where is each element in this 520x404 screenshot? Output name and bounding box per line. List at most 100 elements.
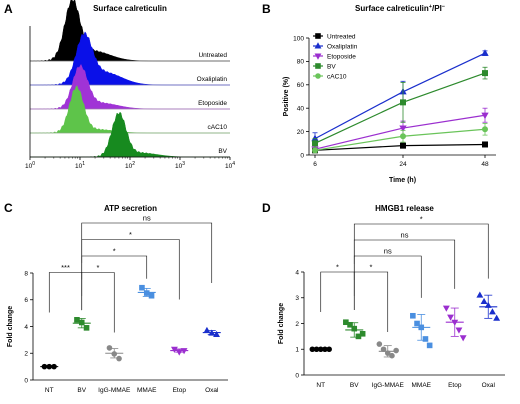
x-tick-label: Oxal [482, 382, 496, 389]
legend-label: Untreated [327, 33, 356, 40]
x-tick-label: NT [316, 382, 325, 389]
y-tick-label: 3 [295, 295, 299, 302]
data-point-mmae [422, 336, 429, 342]
data-point-mmae [139, 284, 145, 291]
y-axis-label: Fold change [278, 303, 285, 344]
x-tick-label: 24 [399, 161, 407, 168]
y-tick-label: 100 [293, 35, 304, 42]
data-point-bv [78, 319, 85, 326]
histogram-label-untreated: Untreated [198, 52, 227, 59]
data-point-bv [83, 325, 90, 331]
data-point-etop [171, 346, 178, 353]
histogram-label-cac10: cAC10 [207, 124, 227, 131]
significance-bracket [353, 223, 489, 279]
histogram-bv-area [30, 111, 230, 158]
data-point-etop [447, 314, 454, 321]
legend-marker [314, 53, 322, 60]
data-point-igg-mmae [116, 355, 122, 362]
data-point-etop [442, 305, 450, 312]
data-point-igg-mmae [106, 345, 113, 351]
y-tick-label: 0 [24, 377, 28, 384]
data-point-etoposide [481, 112, 489, 120]
y-tick-label: 1 [295, 347, 299, 354]
significance-bracket [353, 271, 389, 332]
x-tick-label: 48 [481, 161, 489, 168]
y-tick-label: 2 [295, 321, 299, 328]
data-point-bv [481, 70, 488, 77]
data-point-cac10 [399, 133, 406, 140]
panel-label-c: C [4, 201, 13, 215]
data-point-untreated [399, 142, 406, 149]
data-point-igg-mmae [384, 350, 391, 356]
x-tick-label: 103 [175, 161, 185, 170]
y-tick-label: 4 [24, 324, 28, 331]
panel-label-b: B [262, 2, 271, 16]
data-point-mmae [414, 320, 420, 327]
x-tick-label: BV [350, 382, 359, 389]
panel-label-d: D [262, 201, 271, 215]
x-axis-label: Time (h) [389, 177, 416, 184]
line-chart-panel: Surface calreticulin+/PI− 0 20 40 60 80 100 6 24… [283, 4, 496, 184]
series-line-bv [314, 72, 486, 144]
data-point-cac10 [481, 126, 488, 133]
panel-label-a: A [4, 2, 13, 16]
x-tick-label: 102 [125, 161, 135, 170]
data-point-bv [399, 99, 406, 106]
histogram-label-etoposide: Etoposide [198, 100, 227, 107]
x-tick-label: NT [45, 387, 54, 394]
data-point-oxal [493, 314, 501, 321]
chart-title: Surface calreticulin [93, 4, 167, 13]
y-tick-label: 0 [300, 152, 304, 159]
data-point-mmae [426, 342, 433, 349]
significance-bracket [81, 222, 213, 283]
significance-label: * [97, 263, 100, 272]
x-tick-label: MMAE [137, 387, 157, 394]
data-point-igg-mmae [111, 351, 118, 357]
y-tick-label: 80 [297, 59, 305, 66]
significance-label: ns [143, 214, 151, 223]
x-tick-label: Oxal [205, 387, 219, 394]
significance-label: * [336, 263, 339, 272]
y-tick-label: 8 [24, 270, 28, 277]
data-point-oxal [476, 291, 484, 298]
histogram-panel: Surface calreticulin Untreated Oxaliplatin… [25, 0, 235, 170]
legend-label: Etoposide [327, 53, 356, 60]
significance-label: * [370, 263, 373, 272]
significance-label: ns [401, 231, 409, 240]
x-tick-label: IgG-MMAE [372, 382, 405, 389]
data-point-bv [359, 330, 366, 337]
legend-label: Oxaliplatin [327, 43, 358, 50]
x-tick-label: 100 [25, 161, 35, 170]
y-tick-label: 0 [295, 372, 299, 379]
x-tick-label: MMAE [412, 382, 432, 389]
data-point-oxal [213, 330, 220, 337]
legend-marker [314, 42, 322, 49]
x-tick-label: Etop [173, 387, 187, 394]
chart-title: ATP secretion [104, 204, 157, 213]
x-tick-label: 104 [225, 161, 235, 170]
significance-bracket [48, 272, 83, 313]
data-point-igg-mmae [393, 347, 399, 354]
significance-label: * [420, 215, 423, 224]
chart-title: Surface calreticulin+/PI− [355, 4, 445, 13]
data-point-bv [347, 321, 353, 328]
data-point-etop [459, 335, 467, 342]
data-point-oxaliplatin [481, 49, 489, 56]
data-point-mmae [410, 312, 416, 319]
legend-label: BV [327, 63, 336, 70]
significance-label: * [113, 247, 116, 256]
data-point-mmae [143, 290, 150, 296]
legend-marker [315, 63, 321, 69]
legend-marker [315, 73, 321, 79]
data-point-mmae [148, 292, 155, 299]
significance-label: * [129, 230, 132, 239]
x-tick-label: Etop [448, 382, 462, 389]
significance-bracket [320, 271, 355, 312]
significance-label: ns [384, 247, 392, 256]
data-point-igg-mmae [389, 352, 395, 359]
legend-label: cAC10 [327, 73, 347, 80]
data-point-etop [455, 327, 463, 334]
x-tick-label: 6 [313, 161, 317, 168]
y-tick-label: 2 [24, 351, 28, 358]
